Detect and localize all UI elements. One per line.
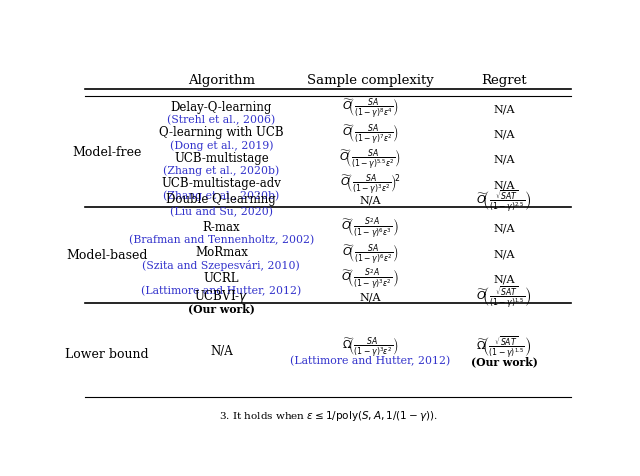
Text: Double Q-learning: Double Q-learning bbox=[166, 193, 276, 206]
Text: $\widetilde{O}\!\left(\frac{\sqrt{SAT}}{(1-\gamma)^{1.5}}\right)$: $\widetilde{O}\!\left(\frac{\sqrt{SAT}}{… bbox=[476, 285, 532, 310]
Text: UCB-multistage-adv: UCB-multistage-adv bbox=[161, 177, 282, 190]
Text: UCRL: UCRL bbox=[204, 272, 239, 285]
Text: $\widetilde{O}\!\left(\frac{SA}{(1-\gamma)^7\epsilon^2}\right)$: $\widetilde{O}\!\left(\frac{SA}{(1-\gamm… bbox=[342, 122, 399, 147]
Text: R-max: R-max bbox=[202, 221, 240, 234]
Text: (Our work): (Our work) bbox=[470, 356, 538, 367]
Text: $\widetilde{O}\!\left(\frac{SA}{(1-\gamma)^8\epsilon^4}\right)$: $\widetilde{O}\!\left(\frac{SA}{(1-\gamm… bbox=[342, 97, 399, 121]
Text: MoRmax: MoRmax bbox=[195, 247, 248, 259]
Text: $\widetilde{O}\!\left(\frac{S^2A}{(1-\gamma)^3\epsilon^2}\right)$: $\widetilde{O}\!\left(\frac{S^2A}{(1-\ga… bbox=[341, 268, 399, 292]
Text: (Zhang et al., 2020b): (Zhang et al., 2020b) bbox=[163, 191, 280, 201]
Text: $\widetilde{\Omega}\!\left(\frac{SA}{(1-\gamma)^3\epsilon^2}\right)$: $\widetilde{\Omega}\!\left(\frac{SA}{(1-… bbox=[342, 335, 399, 360]
Text: $\widetilde{\Omega}\!\left(\frac{\sqrt{SAT}}{(1-\gamma)^{1.5}}\right)$: $\widetilde{\Omega}\!\left(\frac{\sqrt{S… bbox=[476, 335, 532, 360]
Text: N/A: N/A bbox=[493, 104, 515, 114]
Text: N/A: N/A bbox=[493, 180, 515, 190]
Text: Sample complexity: Sample complexity bbox=[307, 74, 433, 88]
Text: Q-learning with UCB: Q-learning with UCB bbox=[159, 127, 284, 139]
Text: Delay-Q-learning: Delay-Q-learning bbox=[171, 101, 272, 114]
Text: N/A: N/A bbox=[360, 196, 381, 206]
Text: N/A: N/A bbox=[493, 155, 515, 165]
Text: (Lattimore and Hutter, 2012): (Lattimore and Hutter, 2012) bbox=[290, 356, 451, 367]
Text: Algorithm: Algorithm bbox=[188, 74, 255, 88]
Text: N/A: N/A bbox=[493, 224, 515, 234]
Text: UCB-multistage: UCB-multistage bbox=[174, 152, 269, 165]
Text: UCBVI-$\gamma$: UCBVI-$\gamma$ bbox=[195, 288, 248, 305]
Text: N/A: N/A bbox=[210, 345, 233, 357]
Text: Model-free: Model-free bbox=[72, 146, 142, 159]
Text: (Szita and Szepesvári, 2010): (Szita and Szepesvári, 2010) bbox=[143, 260, 300, 271]
Text: $\widetilde{O}\!\left(\frac{SA}{(1-\gamma)^6\epsilon^2}\right)$: $\widetilde{O}\!\left(\frac{SA}{(1-\gamm… bbox=[342, 242, 399, 267]
Text: $\widetilde{O}\!\left(\frac{\sqrt{SAT}}{(1-\gamma)^{2.5}}\right)$: $\widetilde{O}\!\left(\frac{\sqrt{SAT}}{… bbox=[476, 188, 532, 214]
Text: (Dong et al., 2019): (Dong et al., 2019) bbox=[170, 140, 273, 151]
Text: $\widetilde{O}\!\left(\frac{SA}{(1-\gamma)^{5.5}\epsilon^2}\right)$: $\widetilde{O}\!\left(\frac{SA}{(1-\gamm… bbox=[339, 148, 401, 172]
Text: N/A: N/A bbox=[360, 293, 381, 303]
Text: $\widetilde{O}\!\left(\frac{SA}{(1-\gamma)^3\epsilon^2}\right)^{\!2}$: $\widetilde{O}\!\left(\frac{SA}{(1-\gamm… bbox=[340, 173, 401, 198]
Text: N/A: N/A bbox=[493, 129, 515, 139]
Text: (Strehl et al., 2006): (Strehl et al., 2006) bbox=[167, 115, 275, 125]
Text: (Liu and Su, 2020): (Liu and Su, 2020) bbox=[170, 207, 273, 217]
Text: (Lattimore and Hutter, 2012): (Lattimore and Hutter, 2012) bbox=[141, 286, 301, 296]
Text: (Zhang et al., 2020b): (Zhang et al., 2020b) bbox=[163, 166, 280, 176]
Text: N/A: N/A bbox=[493, 249, 515, 259]
Text: (Our work): (Our work) bbox=[188, 303, 255, 314]
Text: (Brafman and Tennenholtz, 2002): (Brafman and Tennenholtz, 2002) bbox=[129, 235, 314, 245]
Text: Model-based: Model-based bbox=[67, 249, 148, 262]
Text: Regret: Regret bbox=[481, 74, 527, 88]
Text: $\widetilde{O}\!\left(\frac{S^2A}{(1-\gamma)^6\epsilon^3}\right)$: $\widetilde{O}\!\left(\frac{S^2A}{(1-\ga… bbox=[341, 217, 399, 241]
Text: N/A: N/A bbox=[493, 275, 515, 285]
Text: 3. It holds when $\epsilon \leq 1/\mathrm{poly}(S, A, 1/(1 - \gamma))$.: 3. It holds when $\epsilon \leq 1/\mathr… bbox=[219, 408, 437, 423]
Text: Lower bound: Lower bound bbox=[65, 347, 149, 360]
